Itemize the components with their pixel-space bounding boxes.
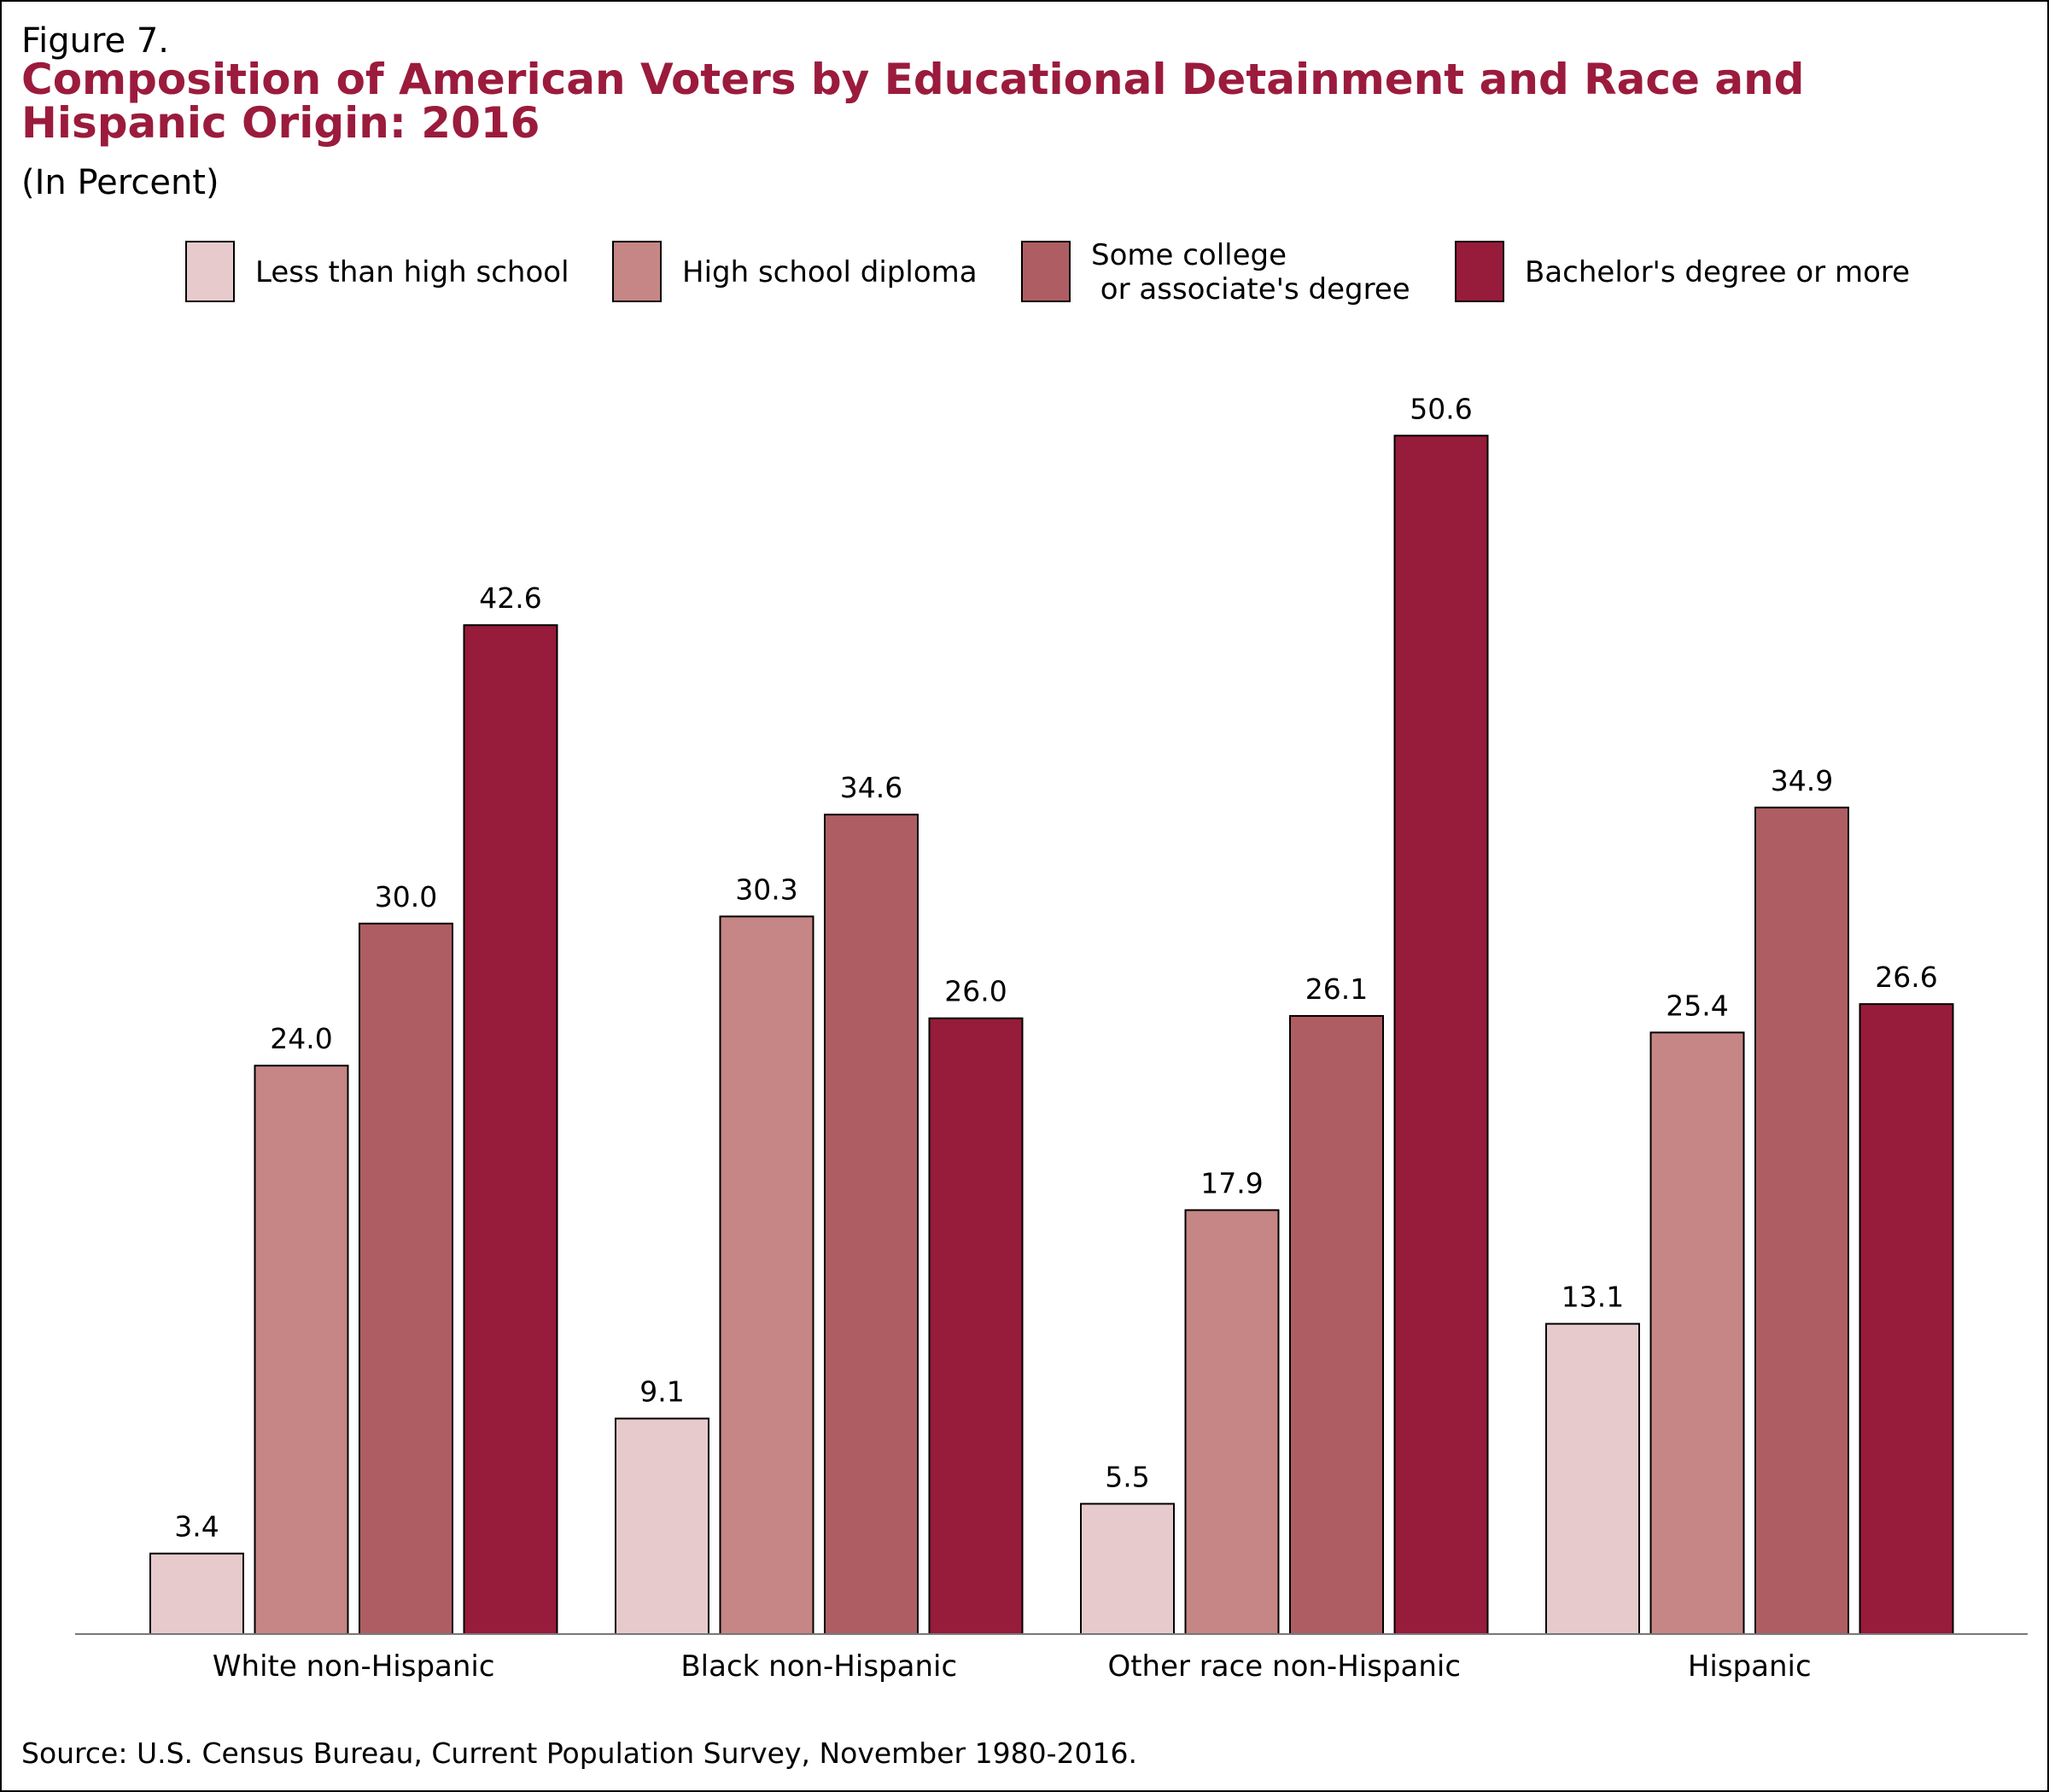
category-label-black-non-hispanic: Black non-Hispanic [680, 1649, 957, 1684]
data-label: 9.1 [639, 1375, 684, 1409]
data-label: 26.1 [1305, 972, 1368, 1006]
legend-item-some-college-or-associate-s-degree: Some college or associate's degree [1021, 238, 1410, 306]
data-label: 24.0 [270, 1022, 332, 1055]
bars: 3.4 24.0 30.0 42.6 9.1 30.3 34.6 26.0 5.5 17.9 26.… [149, 392, 1954, 1636]
category-label-white-non-hispanic: White non-Hispanic [213, 1649, 495, 1684]
bar-black-non-hispanic-less-than-high-school [615, 1417, 709, 1636]
legend-swatch [1021, 241, 1071, 302]
bar-hispanic-bachelor-s-degree-or-more [1859, 1003, 1954, 1636]
bar-other-race-non-hispanic-some-college-or-associate-s-degree [1289, 1014, 1384, 1635]
data-label: 30.3 [735, 873, 797, 906]
data-label: 25.4 [1666, 989, 1728, 1022]
legend-swatch [612, 241, 662, 302]
bar-hispanic-high-school-diploma [1649, 1031, 1745, 1636]
data-label: 17.9 [1200, 1166, 1263, 1200]
chart-title: Composition of American Voters by Educat… [21, 55, 1805, 148]
bar-black-non-hispanic-some-college-or-associate-s-degree [824, 814, 919, 1635]
legend-label: Some college or associate's degree [1091, 238, 1410, 306]
legend-label: Bachelor's degree or more [1525, 255, 1910, 289]
bar-hispanic-some-college-or-associate-s-degree [1754, 806, 1849, 1635]
data-label: 26.6 [1875, 960, 1937, 994]
bar-hispanic-less-than-high-school [1545, 1322, 1640, 1635]
bar-white-non-hispanic-some-college-or-associate-s-degree [359, 922, 453, 1636]
bar-black-non-hispanic-bachelor-s-degree-or-more [928, 1017, 1024, 1635]
legend-item-high-school-diploma: High school diploma [612, 241, 978, 302]
legend-label-line: Some college [1091, 238, 1287, 272]
bar-other-race-non-hispanic-high-school-diploma [1184, 1209, 1280, 1635]
data-label: 50.6 [1410, 392, 1472, 425]
legend-label: High school diploma [682, 255, 978, 289]
legend-label: Less than high school [255, 255, 569, 289]
bar-other-race-non-hispanic-bachelor-s-degree-or-more [1393, 435, 1489, 1635]
bar-other-race-non-hispanic-less-than-high-school [1080, 1503, 1175, 1635]
figure-label: Figure 7. [21, 21, 170, 61]
data-label: 13.1 [1562, 1281, 1624, 1314]
chart-subtitle: (In Percent) [21, 163, 219, 202]
data-label: 42.6 [479, 581, 541, 615]
legend-item-less-than-high-school: Less than high school [185, 241, 569, 302]
source-note: Source: U.S. Census Bureau, Current Popu… [21, 1737, 1137, 1770]
category-label-other-race-non-hispanic: Other race non-Hispanic [1107, 1649, 1461, 1684]
data-label: 3.4 [174, 1510, 219, 1544]
bar-white-non-hispanic-bachelor-s-degree-or-more [463, 624, 558, 1635]
bar-black-non-hispanic-high-school-diploma [719, 915, 814, 1635]
legend-item-bachelor-s-degree-or-more: Bachelor's degree or more [1455, 241, 1910, 302]
bar-white-non-hispanic-less-than-high-school [149, 1552, 244, 1636]
legend-swatch [1455, 241, 1504, 302]
legend: Less than high school High school diploma… [185, 238, 1910, 306]
category-label-hispanic: Hispanic [1688, 1649, 1812, 1684]
data-label: 34.6 [840, 771, 902, 804]
data-label: 34.9 [1771, 764, 1833, 797]
legend-swatch [185, 241, 235, 302]
bar-white-non-hispanic-high-school-diploma [254, 1065, 349, 1635]
data-label: 30.0 [375, 880, 437, 914]
x-axis: White non-Hispanic Black non-Hispanic Othe… [75, 1633, 2028, 1684]
data-label: 5.5 [1105, 1460, 1149, 1493]
legend-label-line: or associate's degree [1091, 272, 1410, 306]
data-label: 26.0 [944, 975, 1007, 1008]
